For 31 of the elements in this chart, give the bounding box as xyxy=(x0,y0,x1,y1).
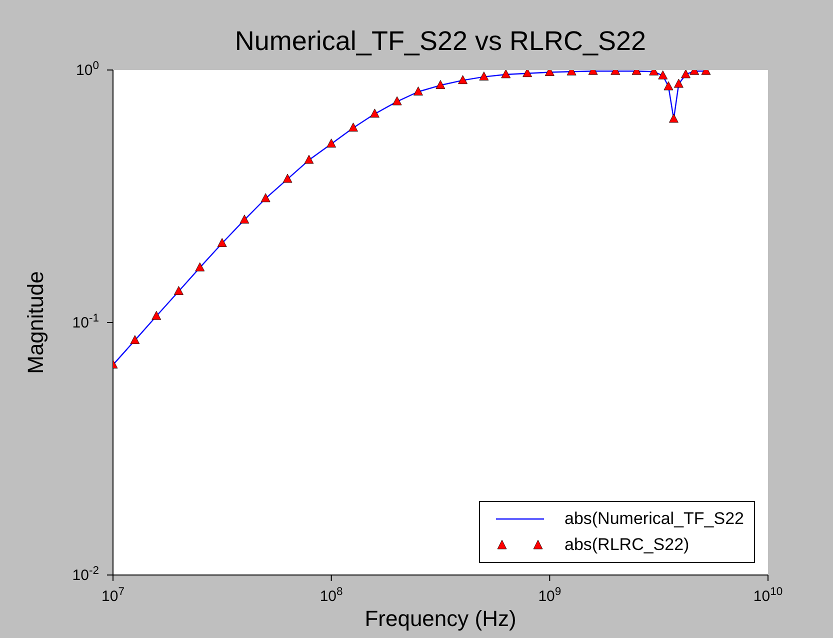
point xyxy=(240,214,250,224)
point xyxy=(130,335,140,344)
point xyxy=(458,75,468,84)
point xyxy=(217,238,227,247)
point xyxy=(479,72,489,80)
chart-title: Numerical_TF_S22 vs RLRC_S22 xyxy=(234,26,648,57)
point xyxy=(370,108,380,118)
x-tick-label: 10$^{7}$ xyxy=(102,586,124,605)
point xyxy=(348,122,358,132)
y-tick-label: 10$^{-1}$ xyxy=(72,312,99,332)
x-tick-label: 10$^{10}$ xyxy=(753,586,783,605)
legend-label: abs(Numerical_TF_S22 xyxy=(564,509,744,529)
point xyxy=(392,96,402,106)
x-tick-label: 10$^{9}$ xyxy=(538,586,562,605)
y-axis-title: Magnitude xyxy=(22,271,48,374)
point xyxy=(282,174,292,183)
point xyxy=(304,154,314,164)
y-tick-label: 10$^{0}$ xyxy=(76,60,99,79)
point xyxy=(260,193,270,202)
y-tick-label: 10$^{-2}$ xyxy=(72,565,99,584)
point xyxy=(195,262,205,272)
x-axis-title: Frequency (Hz) xyxy=(364,606,516,631)
point xyxy=(326,138,336,148)
point xyxy=(414,86,423,96)
point xyxy=(436,80,446,89)
point xyxy=(501,70,511,78)
point xyxy=(174,286,184,295)
legend-label: abs(RLRC_S22) xyxy=(564,535,690,555)
point xyxy=(152,310,162,320)
point xyxy=(522,70,532,78)
x-tick-label: 10$^{8}$ xyxy=(320,586,343,605)
